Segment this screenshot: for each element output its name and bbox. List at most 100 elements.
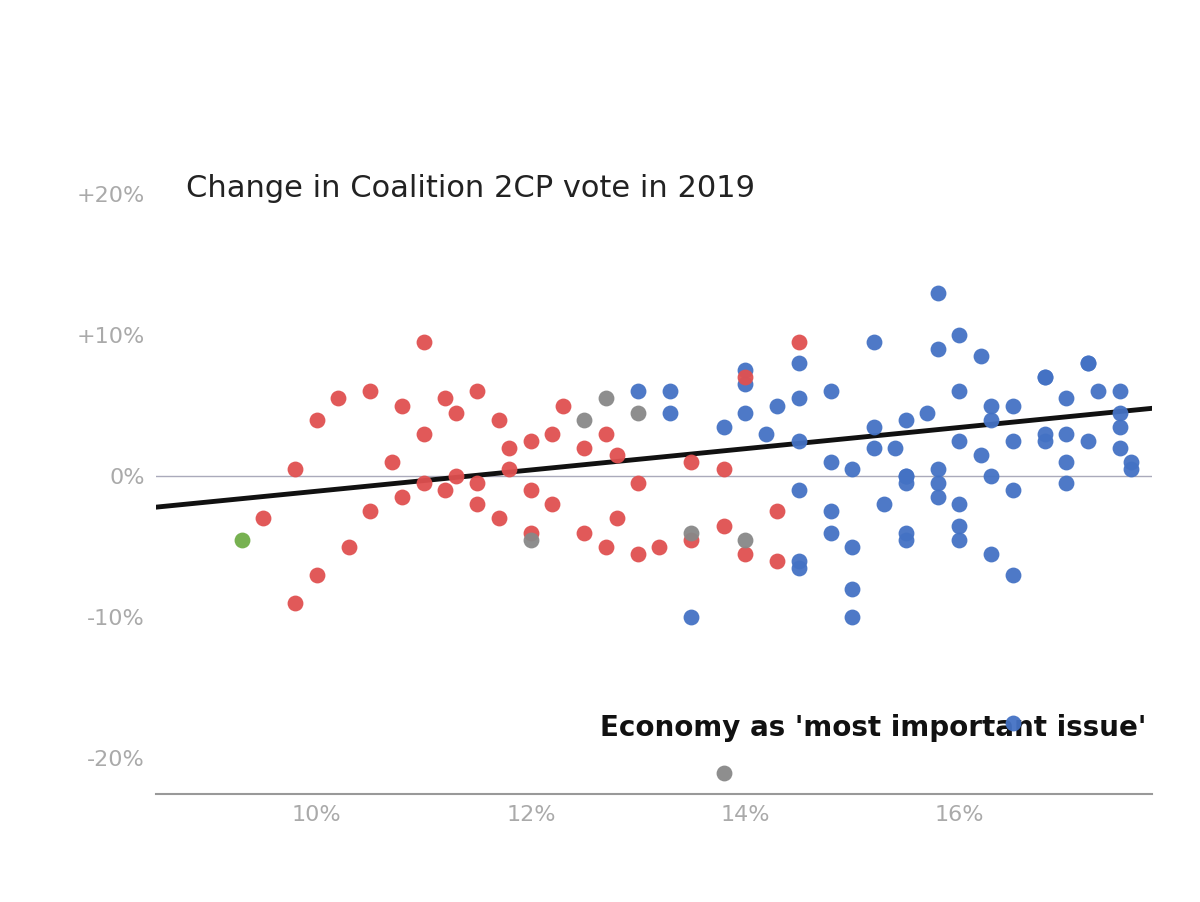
Point bbox=[1110, 419, 1129, 434]
Point bbox=[629, 384, 648, 399]
Point bbox=[682, 610, 701, 624]
Point bbox=[768, 554, 787, 568]
Point bbox=[736, 405, 755, 419]
Point bbox=[575, 525, 594, 539]
Point bbox=[1057, 476, 1076, 491]
Point bbox=[788, 434, 808, 448]
Point bbox=[553, 399, 572, 413]
Point bbox=[864, 419, 883, 434]
Point bbox=[360, 384, 379, 399]
Point bbox=[446, 469, 466, 483]
Point bbox=[329, 391, 348, 406]
Point bbox=[392, 399, 412, 413]
Point bbox=[607, 511, 626, 526]
Point bbox=[1121, 455, 1140, 469]
Point bbox=[607, 447, 626, 462]
Point bbox=[1003, 567, 1022, 582]
Point bbox=[649, 539, 668, 554]
Point bbox=[542, 497, 562, 511]
Point bbox=[736, 370, 755, 384]
Point bbox=[768, 399, 787, 413]
Point bbox=[821, 455, 840, 469]
Point bbox=[490, 511, 509, 526]
Point bbox=[414, 476, 433, 491]
Point bbox=[714, 519, 733, 533]
Point bbox=[1121, 462, 1140, 476]
Point bbox=[949, 327, 968, 342]
Point bbox=[596, 427, 616, 441]
Point bbox=[500, 462, 520, 476]
Point bbox=[788, 483, 808, 497]
Point bbox=[521, 525, 540, 539]
Point bbox=[971, 447, 990, 462]
Point bbox=[875, 497, 894, 511]
Point bbox=[1057, 427, 1076, 441]
Point bbox=[1036, 434, 1055, 448]
Point bbox=[821, 384, 840, 399]
Point bbox=[500, 441, 520, 456]
Point bbox=[1110, 405, 1129, 419]
Point bbox=[896, 476, 916, 491]
Point bbox=[660, 384, 679, 399]
Point bbox=[949, 434, 968, 448]
Point bbox=[896, 412, 916, 427]
Point bbox=[286, 462, 305, 476]
Point bbox=[788, 561, 808, 575]
Point bbox=[629, 405, 648, 419]
Point bbox=[596, 391, 616, 406]
Point bbox=[949, 532, 968, 547]
Point bbox=[660, 405, 679, 419]
Point bbox=[736, 363, 755, 377]
Point bbox=[842, 610, 862, 624]
Point bbox=[788, 554, 808, 568]
Point bbox=[682, 455, 701, 469]
Point bbox=[929, 285, 948, 299]
Point bbox=[929, 342, 948, 356]
Point bbox=[1036, 427, 1055, 441]
Point bbox=[842, 462, 862, 476]
Point bbox=[788, 391, 808, 406]
Point bbox=[1003, 716, 1022, 731]
Point bbox=[864, 335, 883, 349]
Point bbox=[1003, 483, 1022, 497]
Point bbox=[1057, 455, 1076, 469]
Point bbox=[392, 490, 412, 504]
Point bbox=[340, 539, 359, 554]
Point bbox=[788, 335, 808, 349]
Point bbox=[307, 412, 326, 427]
Point bbox=[949, 519, 968, 533]
Point bbox=[253, 511, 272, 526]
Point bbox=[982, 547, 1001, 561]
Point bbox=[1036, 370, 1055, 384]
Point bbox=[1036, 370, 1055, 384]
Point bbox=[521, 532, 540, 547]
Point bbox=[842, 582, 862, 596]
Point bbox=[446, 405, 466, 419]
Point bbox=[1003, 434, 1022, 448]
Point bbox=[929, 476, 948, 491]
Point bbox=[949, 384, 968, 399]
Point bbox=[1088, 384, 1108, 399]
Point bbox=[629, 547, 648, 561]
Point bbox=[768, 504, 787, 519]
Point bbox=[1110, 384, 1129, 399]
Point bbox=[714, 766, 733, 780]
Text: Change in Coalition 2CP vote in 2019: Change in Coalition 2CP vote in 2019 bbox=[186, 173, 755, 203]
Point bbox=[736, 377, 755, 391]
Point bbox=[757, 427, 776, 441]
Point bbox=[821, 504, 840, 519]
Point bbox=[468, 384, 487, 399]
Point bbox=[982, 412, 1001, 427]
Point bbox=[896, 525, 916, 539]
Point bbox=[929, 490, 948, 504]
Point bbox=[896, 469, 916, 483]
Point bbox=[307, 567, 326, 582]
Text: Economy as 'most important issue': Economy as 'most important issue' bbox=[600, 713, 1146, 741]
Point bbox=[886, 441, 905, 456]
Point bbox=[682, 532, 701, 547]
Point bbox=[575, 412, 594, 427]
Point bbox=[1078, 434, 1097, 448]
Point bbox=[929, 462, 948, 476]
Point bbox=[982, 469, 1001, 483]
Point bbox=[286, 596, 305, 611]
